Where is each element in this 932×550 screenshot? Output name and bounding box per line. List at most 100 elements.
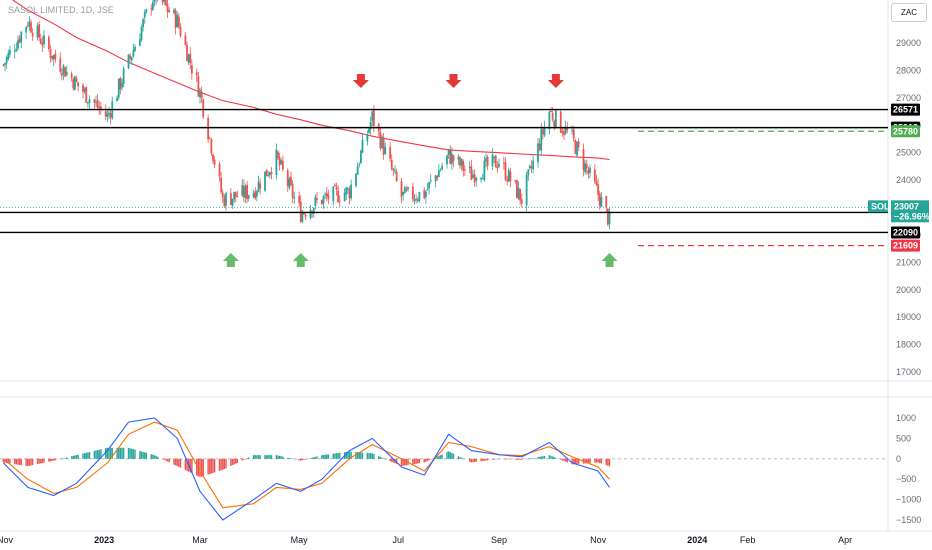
candle-body (460, 159, 463, 166)
macd-histogram-bar (384, 458, 386, 460)
x-tick-label: Nov (590, 535, 607, 545)
candle-body (554, 110, 557, 128)
macd-histogram-bar (594, 458, 596, 463)
candle-body (195, 72, 198, 76)
candle-body (359, 151, 362, 164)
macd-histogram-bar (119, 447, 122, 459)
macd-histogram-bar (438, 455, 440, 459)
macd-histogram-bar (235, 458, 237, 464)
macd-signal-line (3, 421, 610, 509)
candle-body (450, 153, 453, 164)
x-tick-label: Mar (192, 535, 208, 545)
candle-body (424, 191, 427, 198)
candle-body (30, 22, 32, 33)
level-price-tag: 22090 (893, 227, 918, 237)
candles-layer (2, 0, 611, 230)
macd-histogram-bar (326, 454, 328, 459)
macd-histogram-bar (40, 458, 42, 464)
macd-histogram-bar (561, 458, 564, 461)
candle-body (36, 25, 39, 38)
macd-histogram-bar (252, 455, 255, 459)
macd-tick-label: −1000 (896, 495, 921, 505)
macd-histogram-bar (532, 457, 534, 459)
price-tick-label: 20000 (896, 285, 921, 295)
candle-body (299, 201, 302, 222)
macd-histogram-bar (134, 449, 136, 459)
candle-body (372, 109, 375, 126)
candle-body (381, 136, 383, 148)
macd-histogram-bar (311, 457, 313, 459)
currency-selector[interactable]: ZAC (891, 3, 927, 22)
macd-histogram-bar (551, 456, 554, 459)
candle-body (28, 21, 31, 27)
macd-histogram-bar (608, 458, 611, 467)
candle-body (473, 174, 476, 183)
candle-body (96, 99, 99, 108)
candle-body (39, 38, 42, 44)
price-change-tag: −26.96% (894, 211, 930, 221)
candle-body (166, 3, 169, 12)
macd-histogram-bar (475, 458, 477, 462)
candle-body (143, 11, 146, 18)
macd-histogram-bar (525, 458, 528, 460)
candle-body (286, 170, 289, 186)
macd-histogram-bar (225, 458, 227, 469)
macd-histogram-bar (321, 455, 323, 459)
candle-body (233, 191, 236, 200)
macd-histogram-bar (18, 458, 21, 465)
macd-histogram-bar (150, 454, 152, 459)
candle-body (241, 185, 244, 196)
candle-body (257, 181, 260, 192)
macd-histogram-bar (378, 456, 380, 459)
macd-histogram-bar (348, 451, 351, 459)
candle-body (106, 114, 109, 117)
macd-histogram-bar (36, 458, 39, 465)
macd-histogram-bar (87, 452, 89, 459)
candle-body (212, 154, 214, 161)
candle-body (358, 164, 361, 166)
macd-histogram-bar (293, 458, 295, 460)
macd-histogram-bar (573, 458, 575, 465)
candle-body (584, 163, 587, 173)
candle-body (77, 82, 80, 87)
candle-body (304, 214, 307, 217)
candle-body (413, 199, 416, 202)
candle-body (13, 50, 16, 52)
macd-histogram-bar (373, 454, 375, 459)
macd-histogram-bar (316, 456, 318, 459)
macd-histogram-bar (184, 458, 187, 471)
macd-histogram-bar (366, 452, 369, 459)
up-arrow-icon (222, 253, 239, 267)
macd-histogram-bar (555, 457, 557, 459)
symbol-tag-bg (868, 200, 888, 213)
macd-histogram-bar (41, 458, 44, 464)
candle-body (51, 55, 54, 59)
macd-histogram-bar (106, 447, 109, 459)
macd-histogram-bar (538, 456, 541, 459)
candle-body (509, 171, 512, 182)
current-price-tag-bg (891, 200, 929, 223)
candle-body (402, 191, 405, 195)
macd-histogram-bar (382, 458, 385, 459)
candle-body (551, 112, 554, 120)
macd-histogram-bar (379, 456, 382, 459)
candle-body (127, 54, 130, 69)
macd-histogram-bar (586, 458, 588, 464)
candle-body (291, 183, 294, 198)
levels-layer (0, 108, 888, 247)
candle-body (2, 64, 5, 66)
macd-histogram-bar (334, 453, 336, 459)
symbol-title: SASOL LIMITED, 1D, JSE (8, 5, 114, 15)
candle-body (270, 172, 273, 175)
macd-histogram-bar (577, 458, 580, 464)
macd-histogram-bar (152, 454, 154, 459)
current-price-tag: 23007 (894, 201, 919, 211)
candle-body (164, 0, 167, 6)
candle-body (151, 2, 154, 10)
macd-histogram-bar (506, 458, 508, 460)
macd-histogram-bar (264, 455, 266, 459)
candle-body (530, 166, 533, 169)
candle-body (177, 16, 180, 27)
candle-body (355, 173, 357, 187)
